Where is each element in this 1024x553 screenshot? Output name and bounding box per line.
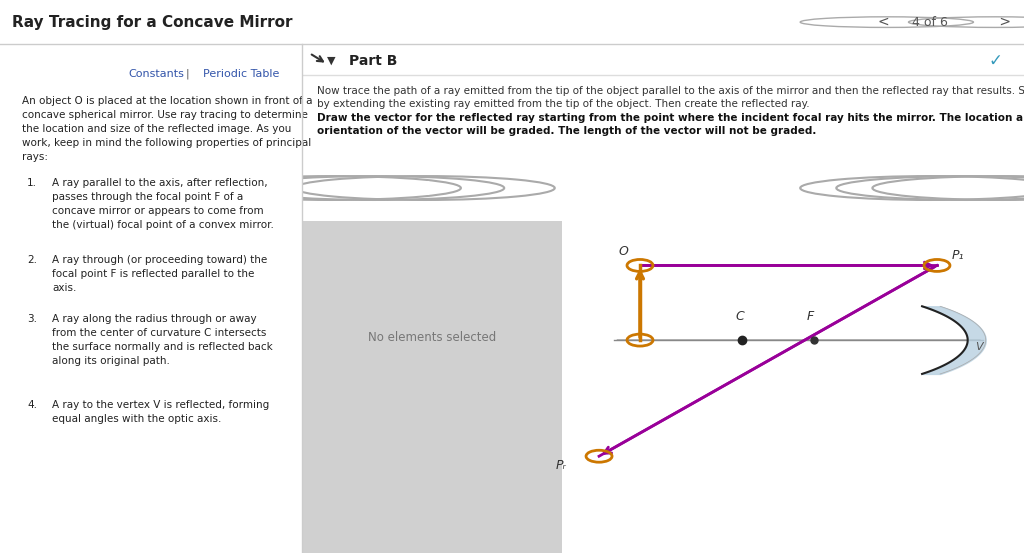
Text: A ray parallel to the axis, after reflection,
passes through the focal point F o: A ray parallel to the axis, after reflec… [52,178,274,229]
Text: |: | [185,69,189,80]
Text: Now trace the path of a ray emitted from the tip of the object parallel to the a: Now trace the path of a ray emitted from… [316,86,1024,109]
Text: ▼: ▼ [328,56,336,66]
Text: Part B: Part B [349,54,397,68]
Text: F: F [807,310,814,323]
Text: ✓: ✓ [988,52,1002,70]
Text: 4.: 4. [28,400,37,410]
Text: ⊙: ⊙ [959,180,973,196]
Text: <: < [878,15,894,29]
Text: 3.: 3. [28,314,37,324]
Text: 4 of 6: 4 of 6 [912,15,948,29]
Text: 2.: 2. [28,255,37,265]
Text: Ray Tracing for a Concave Mirror: Ray Tracing for a Concave Mirror [12,14,293,30]
FancyBboxPatch shape [302,221,562,553]
Text: C: C [735,310,743,323]
Text: An object O is placed at the location shown in front of a
concave spherical mirr: An object O is placed at the location sh… [22,96,312,162]
Text: A ray to the vertex V is reflected, forming
equal angles with the optic axis.: A ray to the vertex V is reflected, form… [52,400,269,424]
Text: Periodic Table: Periodic Table [203,69,280,79]
Text: P₁: P₁ [951,249,964,262]
Text: +: + [325,180,337,196]
Text: Σ: Σ [370,180,379,196]
Text: Constants: Constants [129,69,184,79]
Text: ?: ? [998,180,1007,196]
Text: Pᵣ: Pᵣ [556,460,566,472]
Text: >: > [995,15,1011,29]
Text: 🗑: 🗑 [420,180,429,196]
Text: A ray through (or proceeding toward) the
focal point F is reflected parallel to : A ray through (or proceeding toward) the… [52,255,267,293]
Text: Draw the vector for the reflected ray starting from the point where the incident: Draw the vector for the reflected ray st… [316,113,1024,136]
FancyBboxPatch shape [562,221,1024,553]
Text: V: V [975,342,982,352]
Text: O: O [618,246,628,258]
Text: 1.: 1. [28,178,37,187]
Text: ∨: ∨ [925,180,936,196]
Text: No elements selected: No elements selected [368,331,497,344]
Text: A ray along the radius through or away
from the center of curvature C intersects: A ray along the radius through or away f… [52,314,273,366]
